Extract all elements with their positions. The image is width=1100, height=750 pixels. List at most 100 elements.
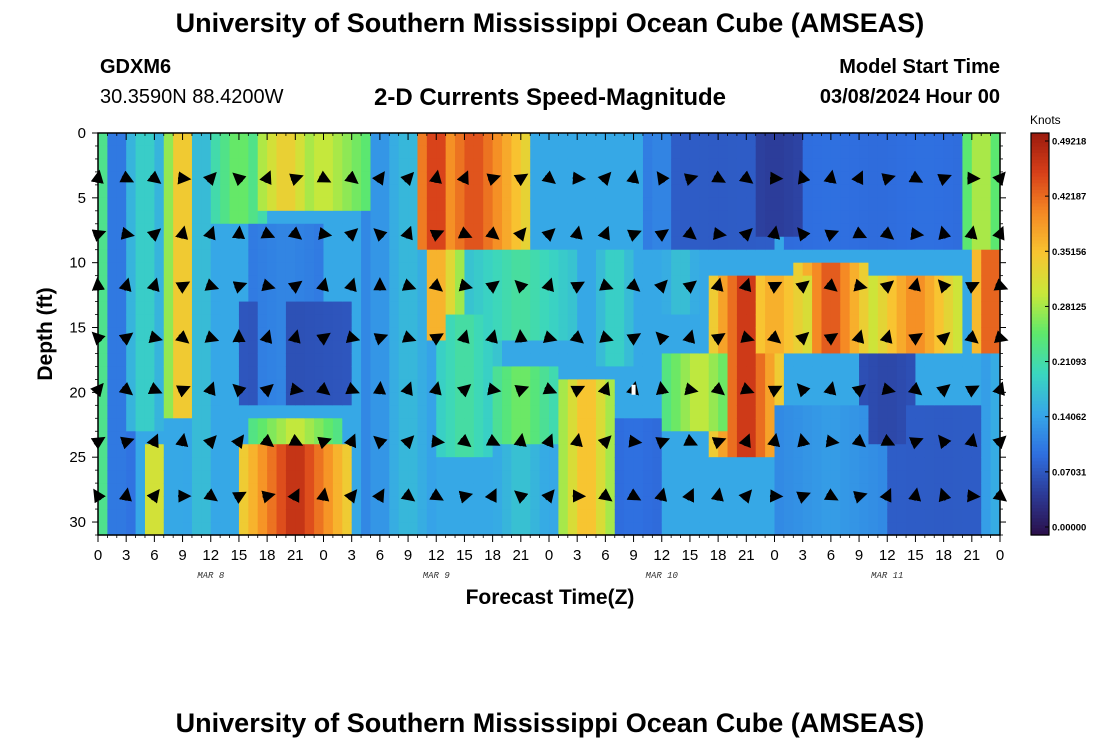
heat-cell (304, 223, 315, 238)
heat-cell (981, 314, 992, 329)
heat-cell (821, 301, 832, 316)
heat-cell (962, 353, 973, 368)
heat-cell (924, 288, 935, 303)
heat-cell (859, 470, 870, 484)
heat-cell (98, 444, 108, 458)
heat-cell (191, 366, 202, 380)
heat-cell (285, 366, 296, 380)
heat-cell (708, 133, 719, 147)
heat-cell (971, 236, 982, 251)
current-arrow (880, 433, 896, 446)
heat-cell (624, 133, 635, 147)
heat-cell (220, 405, 231, 419)
heat-cell (332, 288, 343, 303)
heat-cell (859, 210, 870, 225)
heat-cell (953, 444, 964, 458)
heat-cell (473, 392, 484, 406)
heat-cell (276, 236, 287, 251)
heat-cell (530, 210, 541, 225)
heat-cell (614, 301, 625, 316)
heat-cell (906, 288, 917, 303)
heat-cell (191, 470, 202, 484)
heat-cell (332, 509, 343, 523)
heat-cell (229, 133, 240, 147)
heat-cell (332, 133, 343, 147)
heat-cell (586, 431, 597, 445)
heat-cell (492, 301, 503, 316)
heat-cell (849, 197, 860, 212)
heat-cell (765, 509, 776, 523)
heat-cell (755, 470, 766, 484)
heat-cell (812, 158, 823, 173)
heat-cell (173, 145, 184, 160)
heat-cell (107, 288, 118, 303)
heat-cell (398, 184, 409, 199)
heat-cell (915, 197, 926, 212)
heat-cell (953, 509, 964, 523)
current-arrow (908, 332, 923, 346)
heat-cell (802, 236, 813, 251)
heat-cell (464, 314, 475, 329)
heat-cell (924, 522, 935, 536)
x-tick-label: 12 (428, 547, 445, 564)
heat-cell (285, 405, 296, 419)
heat-cell (605, 496, 616, 510)
heat-cell (492, 457, 503, 471)
heat-cell (783, 431, 794, 445)
heat-cell (455, 418, 466, 432)
heat-cell (727, 457, 738, 471)
heat-cell (727, 418, 738, 432)
heat-cell (426, 522, 437, 536)
current-arrow (232, 383, 247, 398)
heat-cell (464, 522, 475, 536)
current-arrow (738, 227, 753, 242)
heat-cell (906, 262, 917, 277)
heat-cell (887, 470, 898, 484)
heat-cell (351, 314, 362, 329)
heat-cell (830, 418, 841, 432)
heat-cell (943, 353, 954, 368)
heat-cell (586, 457, 597, 471)
heat-cell (680, 314, 691, 329)
heat-cell (633, 262, 644, 277)
heat-cell (464, 418, 475, 432)
heat-cell (445, 249, 456, 264)
heat-cell (173, 418, 184, 432)
current-arrow (175, 281, 191, 294)
heat-cell (304, 236, 315, 251)
heat-cell (680, 197, 691, 212)
heat-cell (830, 171, 841, 186)
heat-cell (323, 288, 334, 303)
heat-cell (896, 483, 907, 497)
heat-cell (896, 470, 907, 484)
heat-cell (220, 301, 231, 316)
heat-cell (426, 197, 437, 212)
heat-cell (802, 171, 813, 186)
heat-cell (549, 249, 559, 264)
current-arrow (289, 382, 305, 396)
heat-cell (436, 236, 447, 251)
heat-cell (840, 340, 851, 355)
heat-cell (417, 275, 428, 290)
heat-cell (220, 145, 231, 160)
heat-cell (323, 249, 334, 264)
heat-cell (793, 223, 804, 238)
heat-cell (943, 379, 954, 393)
heat-cell (586, 197, 597, 212)
current-arrow (175, 432, 189, 448)
current-arrow (232, 491, 247, 504)
heat-cell (671, 327, 682, 342)
heat-cell (727, 145, 738, 160)
heat-cell (426, 158, 437, 173)
heat-cell (671, 366, 682, 380)
heat-cell (483, 184, 494, 199)
heat-cell (971, 379, 982, 393)
heat-cell (924, 483, 935, 497)
heat-cell (483, 249, 494, 264)
heat-cell (736, 379, 747, 393)
heat-cell (906, 509, 917, 523)
heat-cell (361, 133, 372, 147)
heat-cell (849, 405, 860, 419)
current-arrow (881, 382, 896, 396)
heat-cell (736, 392, 747, 406)
